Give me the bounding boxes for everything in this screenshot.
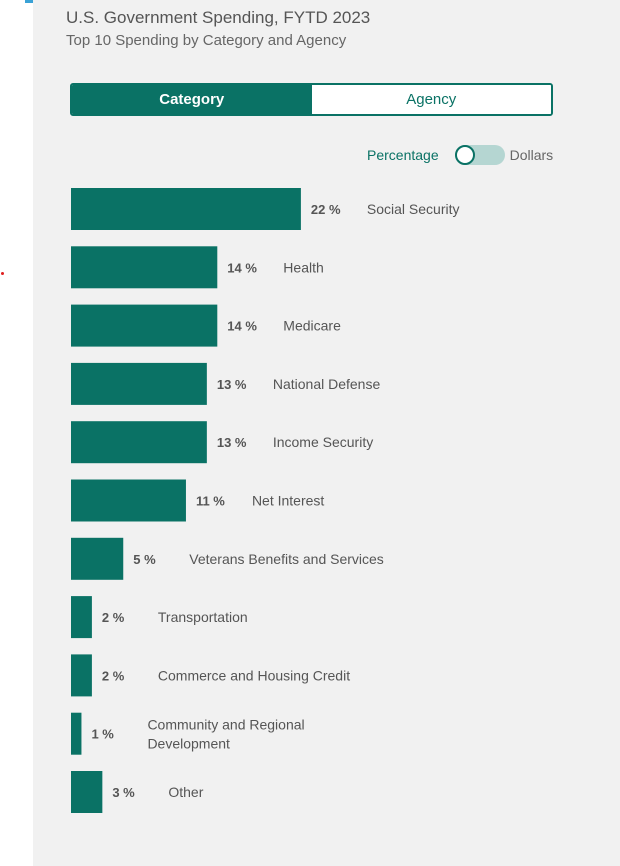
units-toggle-row: Percentage Dollars xyxy=(367,144,553,166)
bar[interactable] xyxy=(71,712,82,755)
bar[interactable] xyxy=(71,188,301,230)
value-label: 22 % xyxy=(311,202,341,217)
value-label: 13 % xyxy=(217,377,247,392)
value-label: 5 % xyxy=(133,552,156,567)
category-label: Commerce and Housing Credit xyxy=(158,667,350,683)
bar[interactable] xyxy=(71,654,92,697)
page-subtitle: Top 10 Spending by Category and Agency xyxy=(66,32,347,49)
toggle-knob xyxy=(454,145,475,165)
category-label: Social Security xyxy=(367,201,460,217)
tab-category[interactable]: Category xyxy=(72,85,312,114)
category-label: Net Interest xyxy=(252,493,324,509)
category-label: Health xyxy=(283,259,323,275)
value-label: 3 % xyxy=(112,785,135,800)
value-label: 2 % xyxy=(102,668,125,683)
value-label: 2 % xyxy=(102,610,125,625)
bar[interactable] xyxy=(71,362,207,405)
bar[interactable] xyxy=(71,479,186,522)
red-dot-marker xyxy=(1,272,4,275)
category-label: Medicare xyxy=(283,318,341,334)
value-label: 14 % xyxy=(227,319,257,334)
units-toggle-switch[interactable] xyxy=(454,145,505,165)
category-label-line: Community and Regional xyxy=(147,717,304,733)
bar[interactable] xyxy=(71,537,124,580)
value-label: 13 % xyxy=(217,435,247,450)
page-title: U.S. Government Spending, FYTD 2023 xyxy=(66,8,371,27)
value-label: 11 % xyxy=(196,494,225,509)
percentage-label[interactable]: Percentage xyxy=(367,147,439,163)
bar[interactable] xyxy=(71,304,218,347)
category-label: Income Security xyxy=(273,434,373,450)
category-label: National Defense xyxy=(273,376,381,392)
bar[interactable] xyxy=(71,421,207,464)
value-label: 14 % xyxy=(227,260,257,275)
category-label: Transportation xyxy=(158,609,248,625)
bar[interactable] xyxy=(71,596,92,639)
dollars-label[interactable]: Dollars xyxy=(509,147,554,163)
category-label: Community and Regional Development xyxy=(147,717,304,752)
bar[interactable] xyxy=(71,246,218,289)
category-label: Veterans Benefits and Services xyxy=(189,551,384,567)
category-label: Other xyxy=(168,784,203,800)
value-label: 1 % xyxy=(91,727,114,742)
category-label-line: Development xyxy=(147,736,230,752)
tab-agency[interactable]: Agency xyxy=(311,85,551,114)
bar[interactable] xyxy=(71,771,103,813)
view-tabs: Category Agency xyxy=(70,83,553,116)
